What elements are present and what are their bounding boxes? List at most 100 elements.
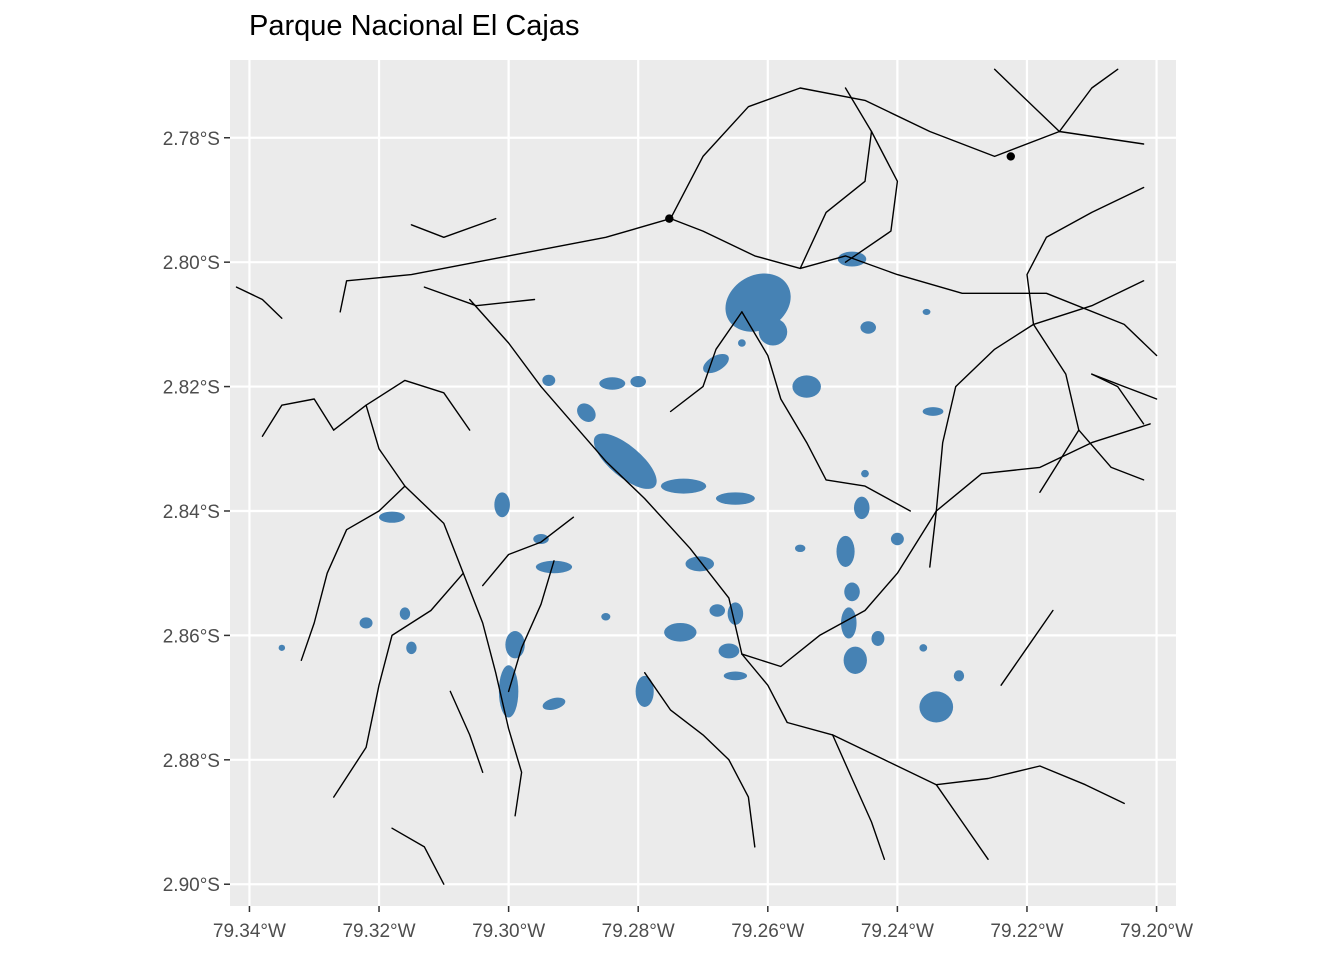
river-line <box>482 516 575 587</box>
lake <box>919 644 928 652</box>
x-tick-label: 79.20°W <box>1120 921 1193 942</box>
y-tick-label: 2.90°S <box>163 875 220 896</box>
lake <box>535 560 573 574</box>
y-tick-label: 2.78°S <box>163 129 220 150</box>
lake <box>837 251 867 267</box>
lake <box>841 607 857 639</box>
river-line <box>799 87 873 270</box>
axes: 79.34°W 79.32°W 79.30°W 79.28°W 79.26°W 79.24… <box>163 129 1193 942</box>
river-line <box>929 323 1035 568</box>
river-line <box>1000 609 1054 686</box>
lake <box>737 339 746 347</box>
x-tick-label: 79.32°W <box>342 921 415 942</box>
river-line <box>741 423 1151 668</box>
lake <box>278 644 286 651</box>
river-line <box>410 217 497 239</box>
x-tick-label: 79.28°W <box>602 921 675 942</box>
river-line <box>993 68 1061 133</box>
lake <box>542 374 556 386</box>
river-line <box>669 311 743 413</box>
lake <box>919 691 954 723</box>
river-line <box>1091 373 1158 400</box>
lake <box>685 556 715 572</box>
lake <box>860 321 877 334</box>
lake <box>505 631 525 659</box>
x-tick-label: 79.22°W <box>990 921 1063 942</box>
river-line <box>844 130 899 263</box>
lake <box>359 617 373 629</box>
lake <box>727 602 744 625</box>
lake <box>853 496 870 520</box>
x-tick-label: 79.26°W <box>731 921 804 942</box>
river-line <box>831 734 886 860</box>
lake <box>844 582 860 602</box>
y-tick-label: 2.82°S <box>163 378 220 399</box>
river-line <box>1032 280 1145 326</box>
lake <box>577 403 596 423</box>
river-line <box>669 217 1158 357</box>
lake <box>836 535 855 567</box>
lake <box>922 407 944 416</box>
river-line <box>741 653 1125 805</box>
y-tick-label: 2.80°S <box>163 253 220 274</box>
lake <box>861 469 869 478</box>
river-line <box>333 572 464 798</box>
river-line <box>391 827 445 885</box>
lake <box>664 622 697 642</box>
lake <box>792 375 821 398</box>
lake <box>922 308 931 316</box>
river-line <box>507 560 555 693</box>
river-line <box>935 784 989 860</box>
lake <box>758 318 788 346</box>
rivers-layer <box>235 68 1158 885</box>
y-tick-label: 2.84°S <box>163 502 220 523</box>
river-line <box>469 298 743 655</box>
lake <box>599 377 626 390</box>
lake <box>630 376 646 388</box>
lake <box>723 671 748 681</box>
river-line <box>449 690 484 773</box>
x-tick-label: 79.30°W <box>472 921 545 942</box>
river-line <box>261 398 335 437</box>
lake <box>725 273 791 332</box>
lakes-layer <box>278 251 965 723</box>
y-tick-label: 2.88°S <box>163 751 220 772</box>
river-line <box>1058 68 1119 133</box>
lake <box>593 433 657 489</box>
river-line <box>644 672 756 848</box>
lake <box>494 492 510 518</box>
junction-point <box>1006 152 1015 161</box>
lake <box>953 670 965 682</box>
lake <box>890 532 904 546</box>
river-line <box>333 379 471 431</box>
lake <box>542 697 566 711</box>
lake <box>718 643 740 659</box>
river-line <box>669 87 1145 220</box>
lake <box>715 492 755 505</box>
junction-point <box>665 214 674 223</box>
y-tick-label: 2.86°S <box>163 626 220 647</box>
lake <box>635 675 654 707</box>
river-line <box>365 404 523 817</box>
junctions-layer <box>665 152 1015 223</box>
lake <box>399 607 411 620</box>
lake <box>795 544 806 553</box>
lake <box>533 534 549 544</box>
map-title: Parque Nacional El Cajas <box>249 10 580 42</box>
river-line <box>235 286 283 319</box>
lake <box>660 478 707 494</box>
lake <box>379 511 405 523</box>
lake <box>601 613 611 621</box>
river-line <box>741 311 911 512</box>
x-tick-label: 79.24°W <box>861 921 934 942</box>
river-line <box>1078 429 1145 481</box>
lake <box>406 641 417 655</box>
x-tick-label: 79.34°W <box>213 921 286 942</box>
lake <box>709 604 726 617</box>
lake <box>871 631 885 646</box>
river-line <box>300 485 406 661</box>
lake <box>843 646 867 674</box>
river-line <box>1091 373 1145 425</box>
river-line <box>339 217 672 313</box>
